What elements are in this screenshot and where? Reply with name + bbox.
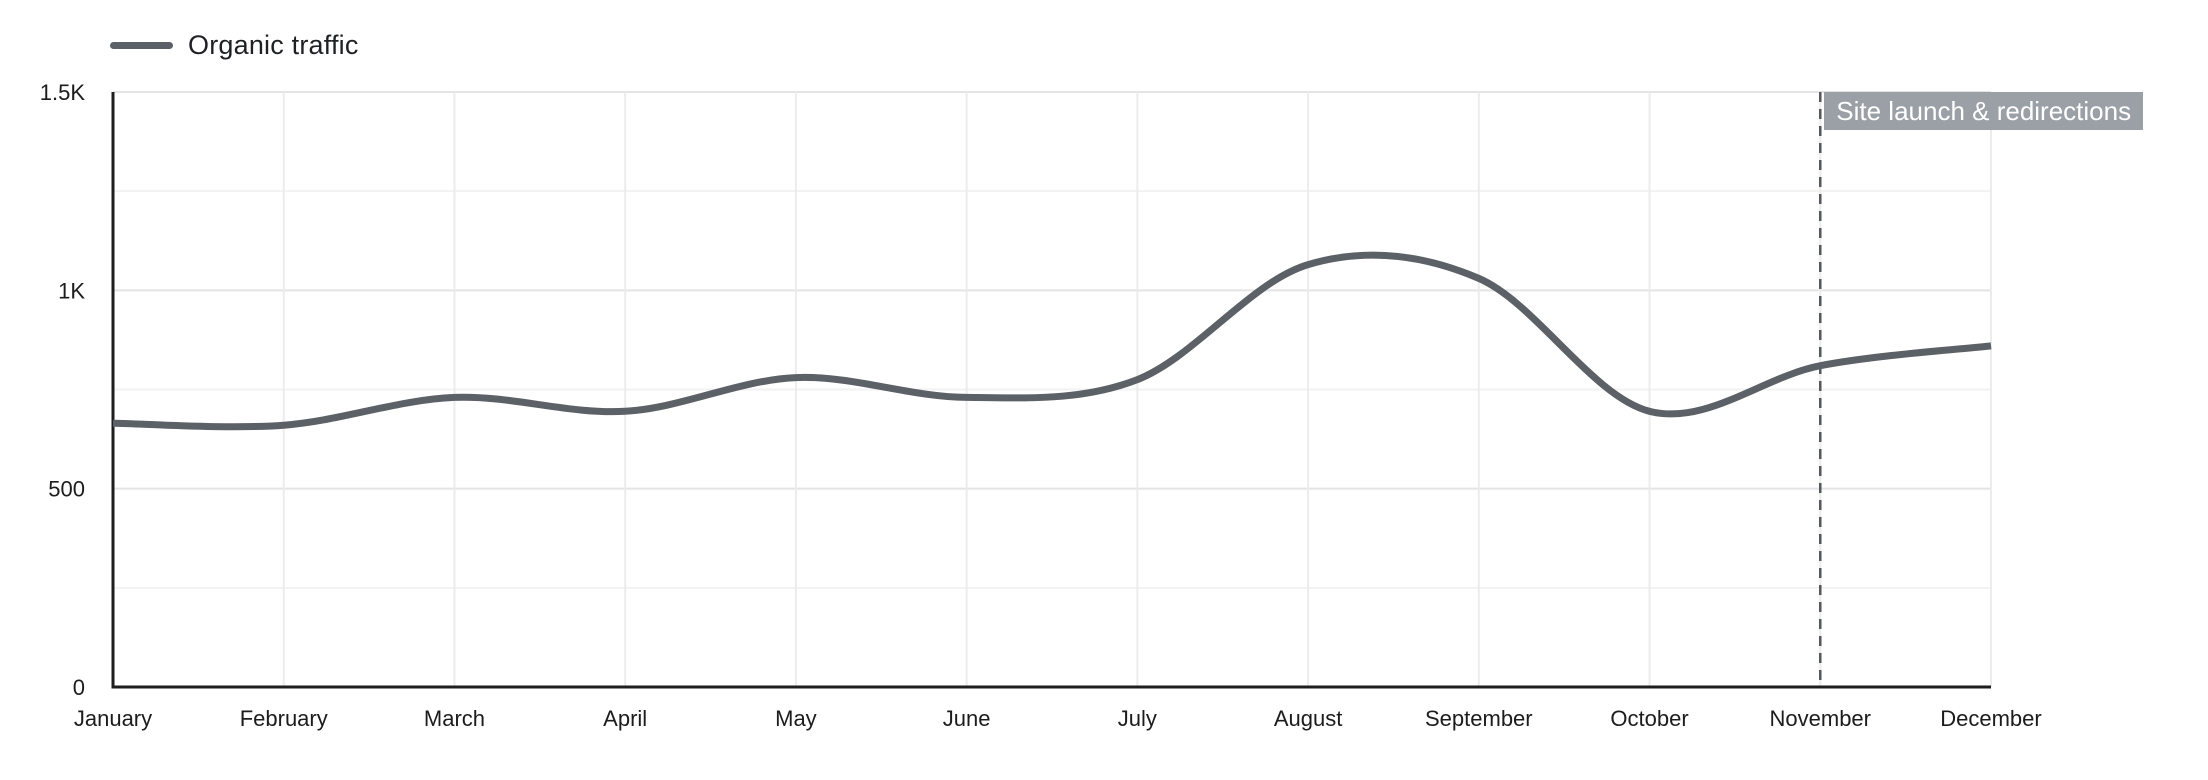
vertical-month-gridlines [282,92,1992,687]
x-tick-label: August [1274,706,1343,731]
y-tick-label: 1.5K [40,80,86,105]
legend-line-swatch [110,42,173,49]
horizontal-major-gridlines [113,91,1991,490]
y-axis-tick-labels: 1.5K 1K 500 0 [40,80,86,700]
y-tick-label: 1K [58,278,85,303]
x-tick-label: May [775,706,817,731]
annotation-label: Site launch & redirections [1824,92,2144,130]
y-tick-label: 500 [48,477,85,502]
x-tick-label: June [943,706,991,731]
y-tick-label: 0 [73,675,85,700]
x-tick-label: April [603,706,647,731]
legend-label: Organic traffic [188,30,359,60]
x-tick-label: January [74,706,152,731]
x-tick-label: October [1610,706,1688,731]
x-tick-label: February [240,706,328,731]
x-axis-tick-labels: January February March April May June July Augu… [74,706,2042,731]
x-tick-label: November [1770,706,1871,731]
x-tick-label: December [1940,706,2041,731]
x-tick-label: July [1118,706,1157,731]
organic-traffic-line[interactable] [112,251,1992,431]
x-tick-label: March [424,706,485,731]
horizontal-minor-gridlines [113,190,1991,589]
x-tick-label: September [1425,706,1533,731]
legend[interactable]: Organic traffic [110,30,359,61]
